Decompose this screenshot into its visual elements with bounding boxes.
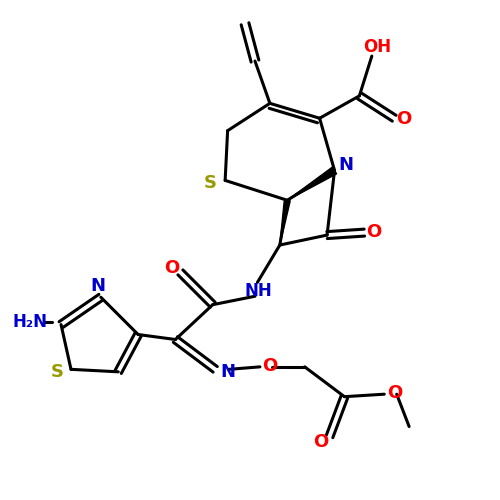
Text: O: O [366,222,381,240]
Text: N: N [338,156,353,174]
Text: O: O [396,110,412,128]
Text: O: O [313,434,328,452]
Text: N: N [91,278,106,295]
Text: O: O [262,357,278,375]
Text: N: N [220,363,235,381]
Polygon shape [288,167,337,200]
Polygon shape [280,200,290,245]
Text: OH: OH [362,38,391,56]
Text: H₂N: H₂N [12,313,48,331]
Text: S: S [204,174,216,192]
Text: O: O [164,260,179,278]
Text: NH: NH [244,282,272,300]
Text: S: S [50,363,64,381]
Text: O: O [388,384,403,402]
